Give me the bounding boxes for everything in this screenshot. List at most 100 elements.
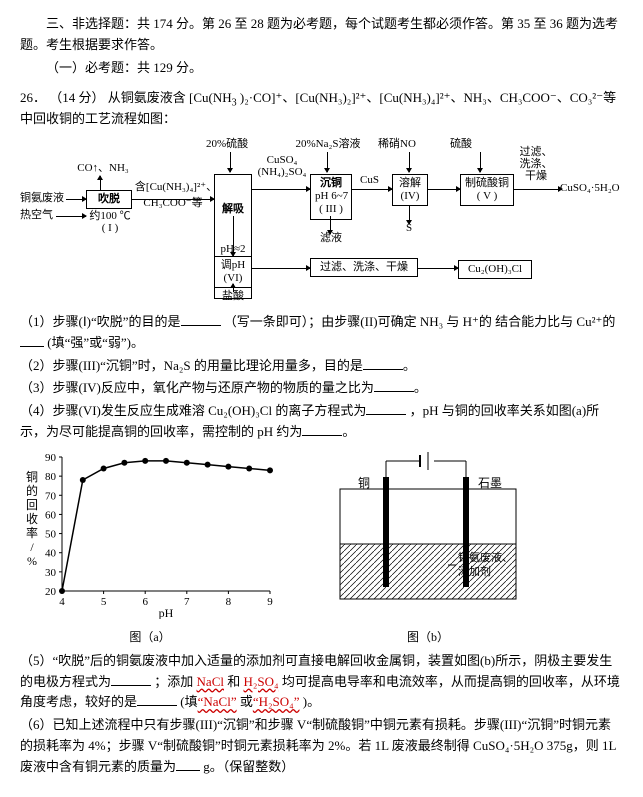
- flow-cus: CuS: [360, 174, 379, 186]
- flow-box3b: pH 6~7 ( III ): [315, 190, 347, 216]
- q1: （1）步骤(Ⅰ)“吹脱”的目的是 （写一条即可）；由步骤(II)可确定 NH₃ …: [20, 312, 623, 354]
- flow-arrow-h6: [514, 189, 562, 190]
- svg-text:30: 30: [45, 567, 57, 579]
- problem-points: （14 分）: [49, 90, 104, 105]
- q5b: ；添加: [154, 674, 196, 689]
- flow-arrow-u2: [233, 284, 234, 292]
- q5q1: “NaCl”: [198, 694, 237, 709]
- svg-text:回: 回: [26, 498, 38, 512]
- chart-a-wrap: 2030405060708090456789pH铜的回收率/% 图（a）: [20, 449, 280, 647]
- problem-26: 26． （14 分） 从铜氨废液含 [Cu(NH3 )₂·CO]⁺、[Cu(NH…: [20, 88, 623, 130]
- flow-out7: Cu₂(OH)₃Cl: [458, 260, 532, 279]
- flow-box1: 吹脱: [86, 190, 132, 209]
- flow-box3: 沉铜 pH 6~7 ( III ): [310, 174, 352, 220]
- q6b: g。（保留整数）: [203, 759, 294, 774]
- svg-text:的: 的: [26, 483, 38, 498]
- svg-text:40: 40: [45, 547, 57, 559]
- flow-arrow-h4: [352, 189, 392, 190]
- flow-box1a: 吹脱: [91, 193, 127, 206]
- q5d: (填: [180, 694, 197, 709]
- q2a: （2）步骤(III)“沉铜”时，Na₂S 的用量比理论用量多，目的是: [20, 358, 363, 373]
- q2: （2）步骤(III)“沉铜”时，Na₂S 的用量比理论用量多，目的是。: [20, 356, 623, 377]
- q1-blank2: [20, 333, 44, 347]
- flow-box6a: 调pH: [219, 259, 247, 272]
- svg-text:60: 60: [45, 509, 57, 521]
- flow-arrow-d2: [230, 152, 231, 172]
- q2-blank: [363, 356, 403, 370]
- problem-stem: 26． （14 分） 从铜氨废液含 [Cu(NH3 )₂·CO]⁺、[Cu(NH…: [20, 88, 623, 130]
- flow-out-right: 过滤、 洗涤、 干燥: [518, 146, 554, 182]
- flow-box3a: 沉铜: [315, 177, 347, 190]
- q5-blank2: [137, 692, 177, 706]
- flow-box1b: 约100 ℃ ( I ): [79, 210, 141, 234]
- flow-arrow-h3: [252, 189, 310, 190]
- section-header: 三、非选择题：共 174 分。第 26 至 28 题为必考题，每个试题考生都必须…: [20, 14, 623, 78]
- svg-text:90: 90: [45, 452, 57, 464]
- q5mid: 和: [227, 674, 243, 689]
- problem-number: 26．: [20, 90, 46, 105]
- q3-blank: [374, 378, 414, 392]
- svg-text:70: 70: [45, 490, 57, 502]
- q5-blank1: [111, 672, 151, 686]
- q5-nacl: NaCl: [197, 674, 224, 689]
- part-line: 三、非选择题：共 174 分。第 26 至 28 题为必考题，每个试题考生都必须…: [20, 14, 623, 56]
- flow-midlabel-top: 含[Cu(NH₃)₄]²⁺、: [132, 181, 220, 193]
- q5-h2so4: H₂SO₄: [244, 674, 279, 689]
- charts-row: 2030405060708090456789pH铜的回收率/% 图（a） 铜石墨…: [20, 449, 623, 647]
- chart-a: 2030405060708090456789pH铜的回收率/%: [20, 449, 280, 619]
- q1b: （写一条即可）；由步骤(II)可确定 NH₃ 与 H⁺的 结合能力比与 Cu²⁺…: [224, 314, 616, 329]
- svg-text:80: 80: [45, 471, 57, 483]
- flow-arrow-d5: [480, 152, 481, 172]
- svg-text:添加剂: 添加剂: [458, 564, 491, 578]
- flow-tna2s: 20%Na₂S溶液: [290, 138, 366, 150]
- q6-blank: [176, 757, 200, 771]
- svg-text:铜: 铜: [26, 469, 38, 484]
- q3a: （3）步骤(IV)反应中，氧化产物与还原产物的物质的量之比为: [20, 380, 374, 395]
- svg-text:%: %: [27, 554, 37, 568]
- svg-text:50: 50: [45, 528, 57, 540]
- flow-arrow-d4: [409, 152, 410, 172]
- flow-arrow-h1: [66, 199, 86, 200]
- svg-text:6: 6: [142, 596, 148, 608]
- q3: （3）步骤(IV)反应中，氧化产物与还原产物的物质的量之比为。: [20, 378, 623, 399]
- svg-text:9: 9: [267, 596, 273, 608]
- q6a: （6）已知上述流程中只有步骤(III)“沉铜”和步骤 V“制硫酸铜”中铜元素有损…: [20, 717, 616, 774]
- flow-arrow-d3: [327, 152, 328, 172]
- flow-s: S: [406, 222, 412, 234]
- flow-t20h2so4: 20%硫酸: [206, 138, 248, 150]
- q4-blank1: [366, 401, 406, 415]
- flow-thno3: 稀硝NO: [378, 138, 416, 150]
- svg-text:4: 4: [59, 596, 65, 608]
- q4a: （4）步骤(VI)发生反应生成难溶 Cu₂(OH)₃Cl 的离子方程式为: [20, 403, 366, 418]
- svg-text:石墨: 石墨: [478, 476, 502, 490]
- svg-text:pH: pH: [159, 606, 174, 619]
- svg-text:20: 20: [45, 586, 57, 598]
- flowchart: CO↑、NH₃ 铜氨废液 热空气 吹脱 约100 ℃ ( I ) 含[Cu(NH…: [20, 134, 623, 304]
- svg-text:收: 收: [26, 512, 38, 526]
- flow-box7: 过滤、洗涤、干燥: [310, 258, 418, 277]
- q5q2: “H₂SO₄”: [253, 694, 300, 709]
- q4: （4）步骤(VI)发生反应生成难溶 Cu₂(OH)₃Cl 的离子方程式为 ，pH…: [20, 401, 623, 443]
- q1a: （1）步骤(Ⅰ)“吹脱”的目的是: [20, 314, 181, 329]
- flow-box2a: 解吸: [219, 203, 247, 216]
- q5e: )。: [303, 694, 320, 709]
- sub-line: （一）必考题：共 129 分。: [20, 58, 623, 79]
- flow-th2so4b: 硫酸: [450, 138, 472, 150]
- flow-tcuso4: CuSO₄ (NH₄)₂SO₄: [254, 154, 310, 178]
- flow-arrow-h5: [428, 189, 460, 190]
- svg-text:铜: 铜: [358, 475, 370, 490]
- flow-in2a: 铜氨废液: [20, 192, 64, 204]
- svg-text:7: 7: [184, 596, 190, 608]
- q6: （6）已知上述流程中只有步骤(III)“沉铜”和步骤 V“制硫酸铜”中铜元素有损…: [20, 715, 623, 777]
- flow-arrow-h8: [418, 268, 458, 269]
- stem-a: 从铜氨废液含 [Cu(NH: [108, 90, 232, 105]
- svg-text:/: /: [30, 540, 34, 554]
- q5or: 或: [240, 694, 253, 709]
- flow-in1: CO↑、NH₃: [73, 162, 133, 174]
- caption-a: 图（a）: [20, 628, 280, 647]
- svg-text:5: 5: [101, 596, 107, 608]
- flow-filtrate: 滤液: [320, 232, 342, 244]
- q4-blank2: [302, 422, 342, 436]
- svg-text:铜氨废液、: 铜氨废液、: [458, 550, 513, 564]
- flow-box4: 溶解 (IV): [392, 174, 428, 206]
